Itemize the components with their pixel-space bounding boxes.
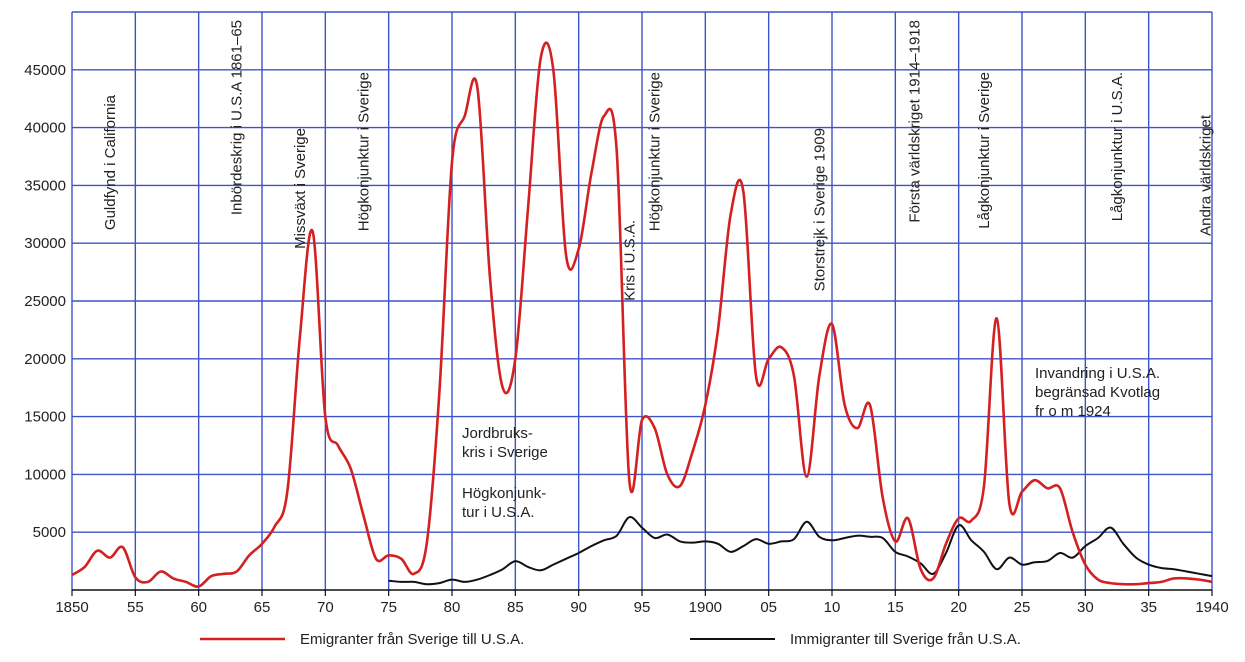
annotation-line: begränsad Kvotlag bbox=[1035, 384, 1160, 401]
y-tick-label: 45000 bbox=[24, 62, 66, 79]
x-tick-label: 1940 bbox=[1195, 599, 1228, 616]
annotation-line: kris i Sverige bbox=[462, 444, 548, 461]
annotation: Jordbruks-kris i Sverige bbox=[462, 425, 548, 461]
event-label: Inbördeskrig i U.S.A 1861–65 bbox=[229, 20, 246, 215]
annotation: Invandring i U.S.A. begränsad Kvotlag fr o… bbox=[1035, 365, 1160, 420]
event-label: Lågkonjunktur i U.S.A. bbox=[1109, 72, 1126, 221]
x-tick-label: 20 bbox=[950, 599, 967, 616]
event-label: Kris i U.S.A. bbox=[621, 220, 638, 301]
event-label: Missväxt i Sverige bbox=[292, 128, 309, 249]
event-label: Högkonjunktur i Sverige bbox=[647, 72, 664, 231]
legend-label: Immigranter till Sverige från U.S.A. bbox=[790, 631, 1021, 648]
x-tick-label: 80 bbox=[444, 599, 461, 616]
annotations: Jordbruks-kris i Sverige Högkonjunk-tur i… bbox=[462, 365, 1160, 521]
x-tick-label: 1850 bbox=[55, 599, 88, 616]
y-tick-label: 20000 bbox=[24, 351, 66, 368]
x-tick-label: 60 bbox=[190, 599, 207, 616]
event-labels: Guldfynd i California Inbördeskrig i U.S.… bbox=[102, 20, 1215, 301]
immigrants-series-line bbox=[388, 516, 1213, 586]
emigrants-series-line bbox=[71, 41, 1213, 588]
legend: Emigranter från Sverige till U.S.A. Immig… bbox=[200, 631, 1021, 648]
y-tick-label: 40000 bbox=[24, 120, 66, 137]
event-label: Guldfynd i California bbox=[102, 94, 119, 230]
annotation-line: Invandring i U.S.A. bbox=[1035, 365, 1160, 382]
x-tick-label: 95 bbox=[634, 599, 651, 616]
x-tick-label: 65 bbox=[254, 599, 271, 616]
annotation-line: Jordbruks- bbox=[462, 425, 533, 442]
y-tick-label: 5000 bbox=[33, 524, 66, 541]
legend-label: Emigranter från Sverige till U.S.A. bbox=[300, 631, 524, 648]
annotation: Högkonjunk-tur i U.S.A. bbox=[462, 485, 546, 521]
annotation-line: tur i U.S.A. bbox=[462, 504, 535, 521]
x-tick-label: 10 bbox=[824, 599, 841, 616]
axes: 5000 10000 15000 20000 25000 30000 35000 40000 4… bbox=[24, 62, 1228, 616]
y-tick-label: 25000 bbox=[24, 293, 66, 310]
grid bbox=[71, 11, 1213, 590]
x-tick-label: 25 bbox=[1014, 599, 1031, 616]
x-tick-label: 05 bbox=[760, 599, 777, 616]
x-tick-label: 55 bbox=[127, 599, 144, 616]
event-label: Högkonjunktur i Sverige bbox=[355, 72, 372, 231]
x-tick-label: 75 bbox=[380, 599, 397, 616]
x-tick-label: 70 bbox=[317, 599, 334, 616]
event-label: Storstrejk i Sverige 1909 bbox=[811, 128, 828, 291]
x-tick-label: 15 bbox=[887, 599, 904, 616]
x-tick-label: 35 bbox=[1140, 599, 1157, 616]
event-label: Lågkonjunktur i Sverige bbox=[976, 72, 993, 229]
annotation-line: fr o m 1924 bbox=[1035, 403, 1111, 420]
x-tick-label: 30 bbox=[1077, 599, 1094, 616]
event-label: Första världskriget 1914–1918 bbox=[906, 20, 923, 223]
series-lines bbox=[71, 41, 1213, 588]
event-label: Andra världskriget bbox=[1198, 114, 1215, 236]
y-tick-label: 10000 bbox=[24, 466, 66, 483]
x-tick-label: 1900 bbox=[689, 599, 722, 616]
annotation-line: Högkonjunk- bbox=[462, 485, 546, 502]
x-tick-label: 90 bbox=[570, 599, 587, 616]
y-tick-label: 35000 bbox=[24, 177, 66, 194]
y-tick-label: 15000 bbox=[24, 409, 66, 426]
x-tick-label: 85 bbox=[507, 599, 524, 616]
y-tick-label: 30000 bbox=[24, 235, 66, 252]
